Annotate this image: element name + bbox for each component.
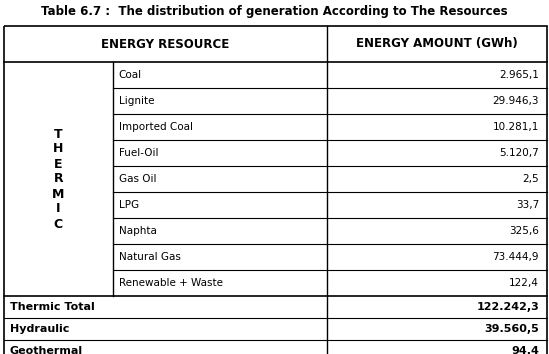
Text: Hydraulic: Hydraulic bbox=[10, 324, 69, 334]
Text: Fuel-Oil: Fuel-Oil bbox=[119, 148, 158, 158]
Text: Imported Coal: Imported Coal bbox=[119, 122, 193, 132]
Text: 5.120,7: 5.120,7 bbox=[499, 148, 539, 158]
Text: ENERGY RESOURCE: ENERGY RESOURCE bbox=[102, 38, 229, 51]
Text: 122,4: 122,4 bbox=[509, 278, 539, 288]
Text: T
H
E
R
M
I
C: T H E R M I C bbox=[52, 127, 64, 230]
Text: 122.242,3: 122.242,3 bbox=[476, 302, 539, 312]
Text: ENERGY AMOUNT (GWh): ENERGY AMOUNT (GWh) bbox=[356, 38, 518, 51]
Text: 10.281,1: 10.281,1 bbox=[492, 122, 539, 132]
Text: Table 6.7 :  The distribution of generation According to The Resources: Table 6.7 : The distribution of generati… bbox=[41, 6, 508, 18]
Text: LPG: LPG bbox=[119, 200, 139, 210]
Text: Coal: Coal bbox=[119, 70, 142, 80]
Text: Lignite: Lignite bbox=[119, 96, 154, 106]
Text: 2.965,1: 2.965,1 bbox=[499, 70, 539, 80]
Text: 29.946,3: 29.946,3 bbox=[492, 96, 539, 106]
Text: 39.560,5: 39.560,5 bbox=[484, 324, 539, 334]
Text: 33,7: 33,7 bbox=[516, 200, 539, 210]
Text: Geothermal: Geothermal bbox=[10, 346, 83, 354]
Text: 94,4: 94,4 bbox=[511, 346, 539, 354]
Text: 2,5: 2,5 bbox=[523, 174, 539, 184]
Text: 73.444,9: 73.444,9 bbox=[492, 252, 539, 262]
Text: Renewable + Waste: Renewable + Waste bbox=[119, 278, 222, 288]
Text: Naphta: Naphta bbox=[119, 226, 156, 236]
Text: Thermic Total: Thermic Total bbox=[10, 302, 95, 312]
Text: Gas Oil: Gas Oil bbox=[119, 174, 156, 184]
Text: Natural Gas: Natural Gas bbox=[119, 252, 181, 262]
Text: 325,6: 325,6 bbox=[509, 226, 539, 236]
